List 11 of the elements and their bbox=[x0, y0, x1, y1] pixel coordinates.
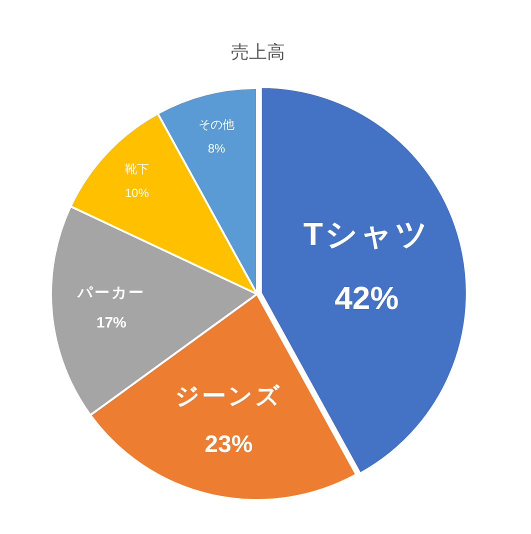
data-label: 8% bbox=[208, 141, 226, 156]
slice-label: ジーンズ bbox=[175, 383, 282, 410]
slice-label: Tシャツ bbox=[303, 216, 430, 252]
data-label: 23% bbox=[204, 431, 253, 458]
data-label: 42% bbox=[334, 280, 399, 316]
slice-label: その他 bbox=[198, 117, 235, 132]
slice-label: 靴下 bbox=[124, 162, 149, 176]
data-label: 17% bbox=[96, 314, 126, 332]
data-label: 10% bbox=[124, 186, 150, 200]
slice-label: パーカー bbox=[76, 284, 146, 302]
chart-title: 売上高 bbox=[231, 42, 285, 62]
